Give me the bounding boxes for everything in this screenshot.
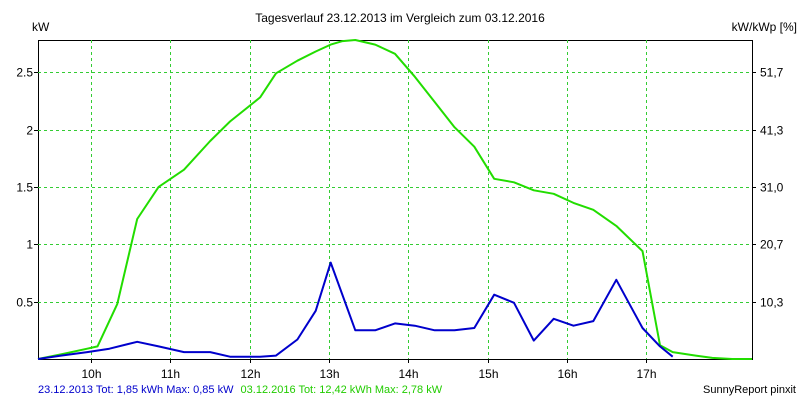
x-tick-label: 12h [240, 367, 260, 381]
y-left-tick-label: 2.5 [16, 66, 33, 80]
legend-line: 23.12.2013 Tot: 1,85 kWh Max: 0,85 kW 03… [38, 384, 443, 396]
y-left-tick-label: 0.5 [16, 296, 33, 310]
credit-text: SunnyReport pinxit [703, 384, 796, 396]
plot-frame [38, 40, 753, 360]
legend-entry-2016: 03.12.2016 Tot: 12,42 kWh Max: 2,78 kW [241, 384, 443, 396]
chart-title: Tagesverlauf 23.12.2013 im Vergleich zum… [255, 11, 545, 25]
y-axis-left-label: kW [32, 20, 50, 34]
y-right-tick-label: 51,7 [760, 66, 784, 80]
y-right-tick-label: 31,0 [760, 181, 784, 195]
y-right-tick-label: 20,7 [760, 238, 784, 252]
x-tick-label: 14h [398, 367, 418, 381]
y-right-tick-label: 41,3 [760, 124, 784, 138]
series-line-03.12.2016 [37, 39, 752, 360]
legend-entry-2013: 23.12.2013 Tot: 1,85 kWh Max: 0,85 kW [38, 384, 234, 396]
x-tick-label: 16h [557, 367, 577, 381]
grid [34, 40, 756, 363]
x-tick-label: 15h [478, 367, 498, 381]
series-line-23.12.2013 [37, 261, 674, 360]
y-left-tick-label: 1 [26, 238, 33, 252]
y-axis-right-label: kW/kWp [%] [732, 20, 797, 34]
y-left-tick-label: 2 [26, 124, 33, 138]
tick-labels: 10h 11h 12h 13h 14h 15h 16h 17h 0.5 1 1.5 2 2.5 10,3 2… [16, 66, 783, 382]
series-layer [37, 39, 752, 360]
x-tick-label: 10h [81, 367, 101, 381]
x-tick-label: 17h [636, 367, 656, 381]
y-left-tick-label: 1.5 [16, 181, 33, 195]
y-right-tick-label: 10,3 [760, 296, 784, 310]
x-tick-label: 11h [161, 367, 180, 381]
x-tick-label: 13h [319, 367, 339, 381]
